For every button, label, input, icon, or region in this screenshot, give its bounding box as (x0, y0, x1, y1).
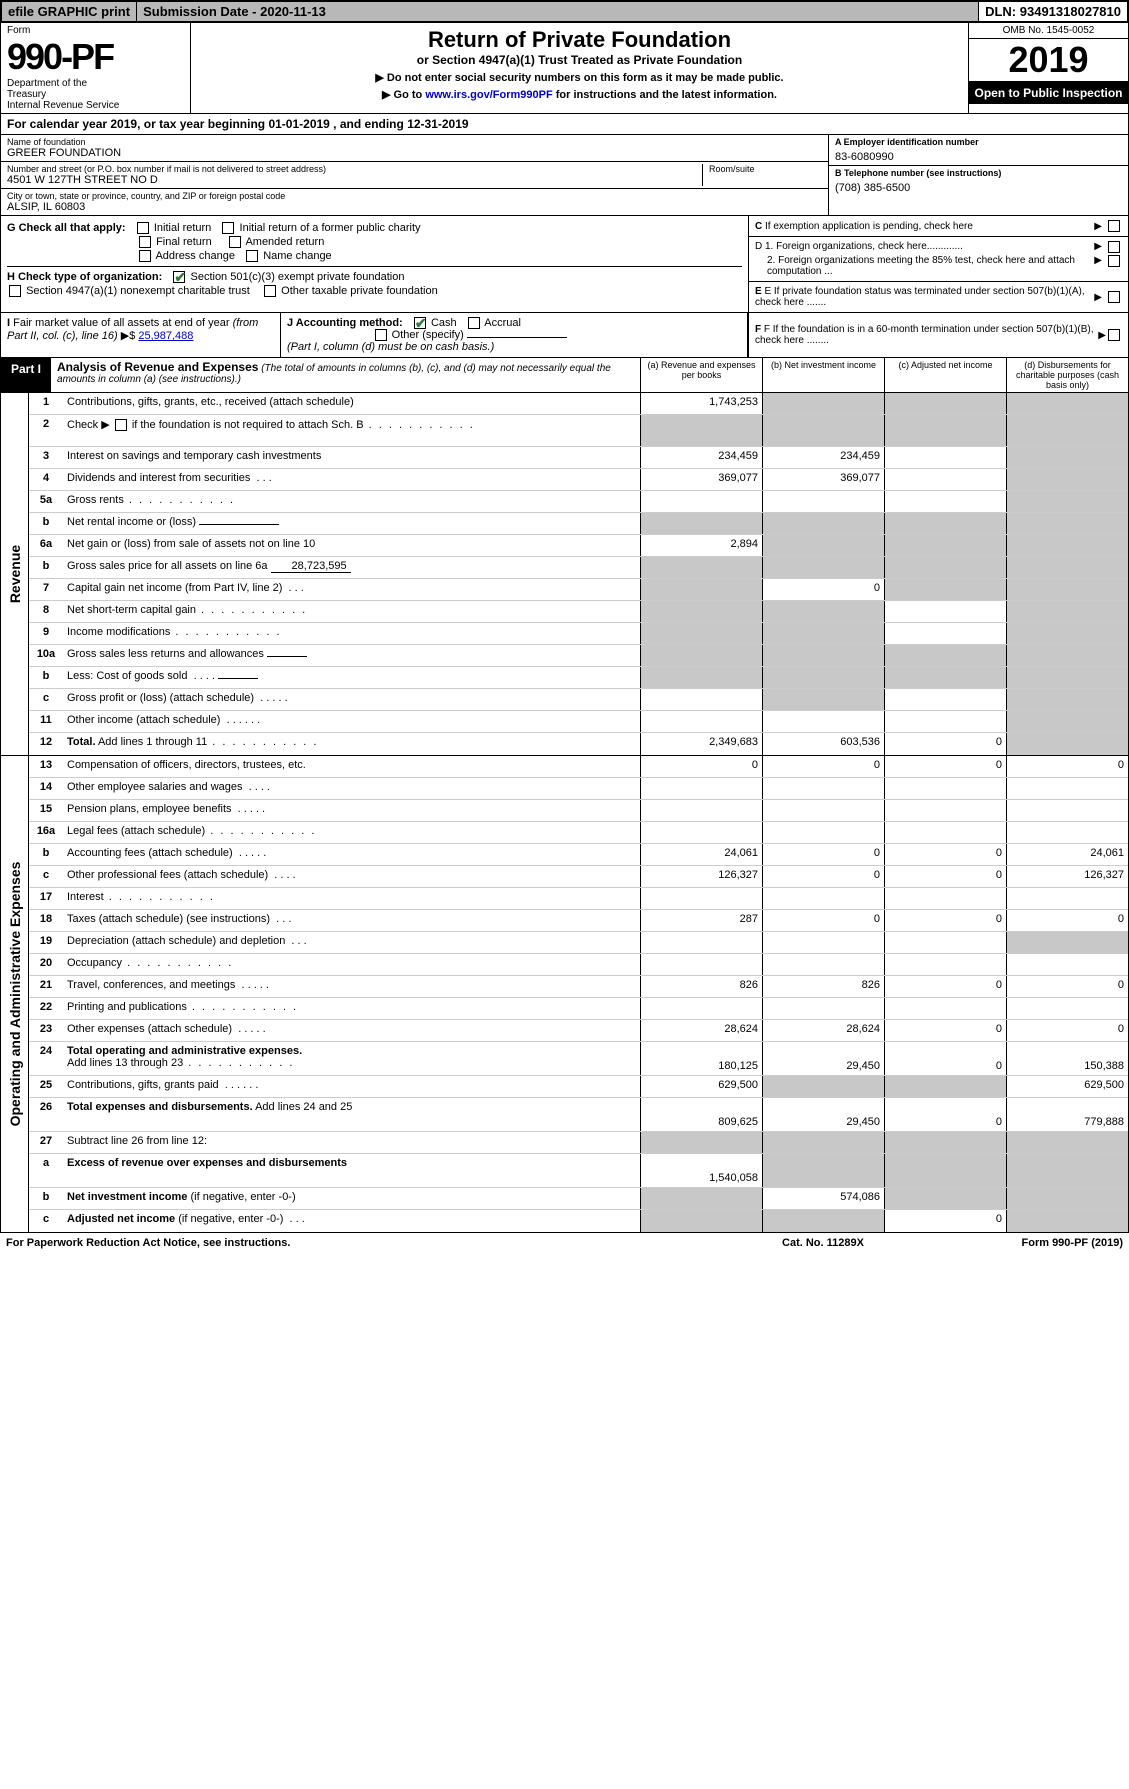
ein: 83-6080990 (835, 151, 1122, 163)
header-title-block: Return of Private Foundation or Section … (191, 23, 968, 113)
g-line: G Check all that apply: Initial return I… (7, 222, 742, 234)
chk-f[interactable] (1108, 329, 1120, 341)
chk-d1[interactable] (1108, 241, 1120, 253)
room-suite-label: Room/suite (709, 164, 822, 174)
chk-initial-former[interactable] (222, 222, 234, 234)
col-c-head: (c) Adjusted net income (884, 358, 1006, 392)
e-check: E E If private foundation status was ter… (749, 282, 1128, 312)
omb-number: OMB No. 1545-0052 (969, 23, 1128, 39)
chk-schb[interactable] (115, 419, 127, 431)
address-cell: Number and street (or P.O. box number if… (1, 162, 828, 189)
irs-link[interactable]: www.irs.gov/Form990PF (425, 89, 552, 101)
tax-year: 2019 (969, 39, 1128, 82)
f-check: F F If the foundation is in a 60-month t… (748, 313, 1128, 357)
chk-initial[interactable] (137, 222, 149, 234)
form-note-1: ▶ Do not enter social security numbers o… (195, 71, 964, 84)
street-address: 4501 W 127TH STREET NO D (7, 174, 702, 186)
revenue-label: Revenue (7, 545, 23, 603)
header-right: OMB No. 1545-0052 2019 Open to Public In… (968, 23, 1128, 113)
l6b-val: 28,723,595 (271, 560, 351, 573)
submission-date: Submission Date - 2020-11-13 (137, 2, 979, 21)
expenses-label: Operating and Administrative Expenses (7, 862, 23, 1127)
efile-print-btn[interactable]: efile GRAPHIC print (2, 2, 137, 21)
col-d-head: (d) Disbursements for charitable purpose… (1006, 358, 1128, 392)
chk-e[interactable] (1108, 291, 1120, 303)
col-b-head: (b) Net investment income (762, 358, 884, 392)
revenue-grid: Revenue 1Contributions, gifts, grants, e… (0, 393, 1129, 756)
form-subtitle: or Section 4947(a)(1) Trust Treated as P… (195, 53, 964, 67)
chk-cash[interactable] (414, 317, 426, 329)
col-a-head: (a) Revenue and expenses per books (640, 358, 762, 392)
checks-block: G Check all that apply: Initial return I… (0, 216, 1129, 313)
form-ref: Form 990-PF (2019) (923, 1237, 1123, 1249)
part1-header: Part I Analysis of Revenue and Expenses … (0, 358, 1129, 393)
form-number: 990-PF (7, 36, 184, 78)
form-title: Return of Private Foundation (195, 27, 964, 53)
calendar-year-line: For calendar year 2019, or tax year begi… (0, 114, 1129, 135)
expenses-grid: Operating and Administrative Expenses 13… (0, 756, 1129, 1233)
chk-other-method[interactable] (375, 329, 387, 341)
foundation-name: GREER FOUNDATION (7, 147, 822, 159)
page-footer: For Paperwork Reduction Act Notice, see … (0, 1233, 1129, 1253)
c-check: C If exemption application is pending, c… (749, 216, 1128, 237)
h-line: H Check type of organization: Section 50… (7, 266, 742, 283)
i-j-row: I Fair market value of all assets at end… (0, 313, 1129, 358)
ein-cell: A Employer identification number 83-6080… (829, 135, 1128, 166)
form-number-box: Form 990-PF Department of theTreasuryInt… (1, 23, 191, 113)
chk-4947[interactable] (9, 285, 21, 297)
j-note: (Part I, column (d) must be on cash basi… (287, 341, 494, 353)
cat-no: Cat. No. 11289X (723, 1237, 923, 1249)
top-bar: efile GRAPHIC print Submission Date - 20… (0, 0, 1129, 23)
chk-accrual[interactable] (468, 317, 480, 329)
d-check: D 1. Foreign organizations, check here..… (749, 237, 1128, 282)
phone: (708) 385-6500 (835, 182, 1122, 194)
chk-amended[interactable] (229, 236, 241, 248)
city-cell: City or town, state or province, country… (1, 189, 828, 215)
form-header: Form 990-PF Department of theTreasuryInt… (0, 23, 1129, 114)
chk-final[interactable] (139, 236, 151, 248)
dept-treasury: Department of theTreasuryInternal Revenu… (7, 78, 184, 111)
chk-name-change[interactable] (246, 250, 258, 262)
open-public-badge: Open to Public Inspection (969, 82, 1128, 104)
chk-c[interactable] (1108, 220, 1120, 232)
chk-addr-change[interactable] (139, 250, 151, 262)
phone-cell: B Telephone number (see instructions) (7… (829, 166, 1128, 196)
city-state-zip: ALSIP, IL 60803 (7, 201, 822, 213)
chk-other-taxable[interactable] (264, 285, 276, 297)
paperwork-notice: For Paperwork Reduction Act Notice, see … (6, 1237, 723, 1249)
form-note-2: ▶ Go to www.irs.gov/Form990PF for instru… (195, 88, 964, 101)
foundation-name-cell: Name of foundation GREER FOUNDATION (1, 135, 828, 162)
chk-501c3[interactable] (173, 271, 185, 283)
chk-d2[interactable] (1108, 255, 1120, 267)
form-word: Form (7, 25, 184, 36)
entity-block: Name of foundation GREER FOUNDATION Numb… (0, 135, 1129, 216)
l1-a: 1,743,253 (640, 393, 762, 414)
dln: DLN: 93491318027810 (979, 2, 1127, 21)
part1-title: Analysis of Revenue and Expenses (The to… (51, 358, 640, 392)
fmv-link[interactable]: 25,987,488 (138, 330, 193, 342)
part1-tab: Part I (1, 358, 51, 392)
